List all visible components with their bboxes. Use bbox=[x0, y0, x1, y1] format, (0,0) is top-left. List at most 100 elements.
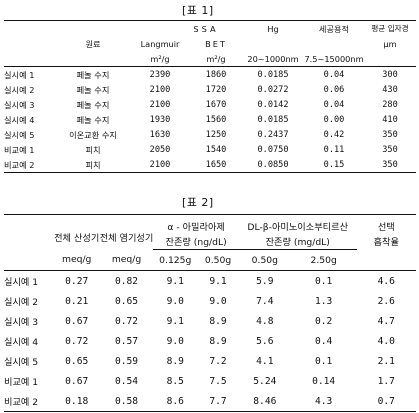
alpha-large-dose-cell: 9.0 bbox=[209, 295, 227, 307]
acidity-cell: 0.21 bbox=[65, 295, 89, 307]
table-row: 실시예 4 0.72 0.57 9.0 8.9 5.6 0.4 4.0 bbox=[4, 331, 416, 351]
dl-small-dose-cell: 5.24 bbox=[253, 375, 277, 387]
table-row: 실시예 2 0.21 0.65 9.0 9.0 7.4 1.3 2.6 bbox=[4, 291, 416, 311]
basicity-cell: 0.72 bbox=[114, 315, 139, 327]
material-cell: 피치 bbox=[85, 144, 101, 155]
dl-large-dose-cell: 0.1 bbox=[315, 275, 333, 287]
acidity-unit: meq/g bbox=[53, 249, 100, 271]
acidity-cell: 0.18 bbox=[53, 391, 100, 412]
particle-size-cell: 350 bbox=[364, 157, 416, 173]
dl-large-dose-cell: 4.3 bbox=[290, 391, 357, 412]
alpha-small-dose-cell: 9.0 bbox=[166, 335, 184, 347]
particle-size-cell: 410 bbox=[382, 114, 398, 125]
hg-cell: 0.0185 bbox=[257, 69, 289, 80]
row-label: 실시예 5 bbox=[4, 129, 35, 140]
dl-large-dose-cell: 0.2 bbox=[315, 315, 333, 327]
alpha-small-dose-cell: 9.1 bbox=[166, 315, 184, 327]
dl-sub-header: 잔존량 (mg/dL) bbox=[238, 233, 357, 250]
selective-adsorption-cell: 4.6 bbox=[377, 275, 395, 287]
particle-size-cell: 280 bbox=[382, 99, 398, 110]
adsorption-header: 흡착율 bbox=[373, 237, 399, 249]
row-label: 실시예 3 bbox=[4, 99, 35, 110]
material-cell: 페놀 수지 bbox=[76, 84, 110, 95]
table-row: 비교예 1 0.67 0.54 8.5 7.5 5.24 0.14 1.7 bbox=[4, 371, 416, 391]
dl-small-dose-cell: 5.9 bbox=[256, 275, 274, 287]
particle-size-cell: 350 bbox=[382, 129, 398, 140]
hg-cell: 0.0142 bbox=[257, 99, 289, 110]
ssa-header: SSA bbox=[130, 20, 242, 36]
row-label: 실시예 3 bbox=[4, 317, 39, 328]
dl-small-dose-cell: 7.4 bbox=[256, 295, 274, 307]
dl-small-dose-cell: 4.8 bbox=[256, 315, 274, 327]
dl-amino-header: DL-β-아미노이소부티르산 bbox=[238, 214, 357, 233]
alpha-dose-1: 0.125g bbox=[153, 249, 198, 271]
table-row: 실시예 3 페놀 수지 2100 1670 0.0142 0.04 280 bbox=[4, 97, 416, 112]
row-label: 실시예 1 bbox=[4, 277, 39, 288]
table-row: 실시예 4 페놀 수지 1930 1560 0.0185 0.00 410 bbox=[4, 112, 416, 127]
bet-cell: 1540 bbox=[205, 144, 227, 155]
hg-range: 20~1000nm bbox=[242, 51, 304, 67]
pore-volume-cell: 0.04 bbox=[323, 99, 345, 110]
row-label: 비교예 1 bbox=[4, 144, 35, 155]
hg-cell: 0.0750 bbox=[257, 144, 289, 155]
row-label: 실시예 2 bbox=[4, 84, 35, 95]
basicity-cell: 0.82 bbox=[114, 275, 139, 287]
langmuir-cell: 2100 bbox=[149, 84, 171, 95]
table1-body: 실시예 1 페놀 수지 2390 1860 0.0185 0.04 300 실시예 2 페놀 수… bbox=[4, 67, 416, 173]
alpha-large-dose-cell: 7.7 bbox=[197, 391, 239, 412]
dl-large-dose-cell: 0.1 bbox=[315, 355, 333, 367]
pore-volume-cell: 0.15 bbox=[304, 157, 364, 173]
bet-header: BET bbox=[205, 38, 227, 49]
material-cell: 이온교환 수지 bbox=[69, 129, 117, 140]
selective-adsorption-cell: 0.7 bbox=[356, 391, 416, 412]
table-row: 비교예 2 피치 2100 1650 0.0850 0.15 350 bbox=[4, 157, 416, 173]
bet-cell: 1670 bbox=[205, 99, 227, 110]
material-cell: 페놀 수지 bbox=[76, 114, 110, 125]
table2-caption: [표 2] bbox=[182, 196, 214, 209]
basicity-unit: meq/g bbox=[99, 249, 154, 271]
alpha-amylase-header: α - 아밀라아제 bbox=[153, 214, 239, 233]
row-label: 실시예 4 bbox=[4, 337, 39, 348]
selective-adsorption-cell: 2.6 bbox=[377, 295, 395, 307]
dl-large-dose-cell: 1.3 bbox=[315, 295, 333, 307]
hg-cell: 0.0185 bbox=[257, 114, 289, 125]
alpha-large-dose-cell: 8.9 bbox=[209, 315, 227, 327]
dl-dose-2: 2.50g bbox=[290, 249, 357, 271]
dl-large-dose-cell: 0.4 bbox=[315, 335, 333, 347]
table2: 전체 산성기 전체 염기성기 α - 아밀라아제 DL-β-아미노이소부티르산 … bbox=[4, 214, 416, 412]
dl-small-dose-cell: 8.46 bbox=[238, 391, 291, 412]
row-label: 실시예 2 bbox=[4, 297, 39, 308]
selective-adsorption-cell: 1.7 bbox=[377, 375, 395, 387]
selective-adsorption-cell: 4.7 bbox=[377, 315, 395, 327]
ssa-unit-langmuir: m²/g bbox=[130, 51, 190, 67]
table1-header-row-2: 원료 Langmuir BET μm bbox=[4, 36, 416, 51]
basicity-cell: 0.57 bbox=[114, 335, 139, 347]
row-label: 실시예 1 bbox=[4, 69, 35, 80]
particle-size-cell: 300 bbox=[382, 69, 398, 80]
bet-cell: 1250 bbox=[205, 129, 227, 140]
material-header: 원료 bbox=[85, 38, 101, 49]
table-row: 실시예 3 0.67 0.72 9.1 8.9 4.8 0.2 4.7 bbox=[4, 311, 416, 331]
bet-cell: 1560 bbox=[205, 114, 227, 125]
table1-caption: [표 1] bbox=[182, 4, 214, 17]
basicity-cell: 0.54 bbox=[114, 375, 139, 387]
selective-header: 선택 bbox=[356, 214, 416, 233]
alpha-large-dose-cell: 7.5 bbox=[209, 375, 227, 387]
particle-size-cell: 350 bbox=[382, 144, 398, 155]
acidity-cell: 0.72 bbox=[65, 335, 89, 347]
table-row: 실시예 5 이온교환 수지 1630 1250 0.2437 0.42 350 bbox=[4, 127, 416, 142]
table2-body: 실시예 1 0.27 0.82 9.1 9.1 5.9 0.1 4.6 실시예 2 0.21 0.6… bbox=[4, 271, 416, 412]
pore-range: 7.5~15000nm bbox=[304, 51, 364, 67]
table2-header-row-1: 전체 산성기 전체 염기성기 α - 아밀라아제 DL-β-아미노이소부티르산 … bbox=[4, 214, 416, 250]
row-label: 실시예 4 bbox=[4, 114, 35, 125]
alpha-large-dose-cell: 7.2 bbox=[209, 355, 227, 367]
pore-volume-cell: 0.04 bbox=[323, 69, 345, 80]
table2-header-row-3: meq/g meq/g 0.125g 0.50g 0.50g 2.50g bbox=[4, 249, 416, 271]
alpha-sub-header: 잔존량 (ng/dL) bbox=[153, 233, 239, 250]
alpha-dose-2: 0.50g bbox=[197, 249, 239, 271]
row-label: 비교예 2 bbox=[4, 391, 54, 412]
langmuir-cell: 1630 bbox=[149, 129, 171, 140]
bet-cell: 1720 bbox=[205, 84, 227, 95]
dl-large-dose-cell: 0.14 bbox=[312, 375, 336, 387]
row-label: 실시예 5 bbox=[4, 357, 39, 368]
